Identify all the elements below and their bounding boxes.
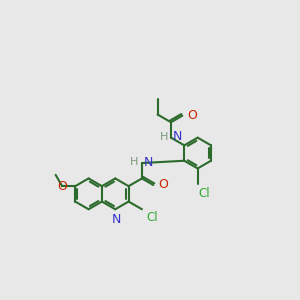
Text: N: N xyxy=(143,156,153,169)
Text: H: H xyxy=(130,157,138,167)
Text: N: N xyxy=(172,130,182,143)
Text: Cl: Cl xyxy=(198,187,210,200)
Text: O: O xyxy=(57,180,67,193)
Text: N: N xyxy=(111,213,121,226)
Text: O: O xyxy=(158,178,168,191)
Text: O: O xyxy=(187,109,197,122)
Text: H: H xyxy=(160,132,168,142)
Text: Cl: Cl xyxy=(146,211,158,224)
